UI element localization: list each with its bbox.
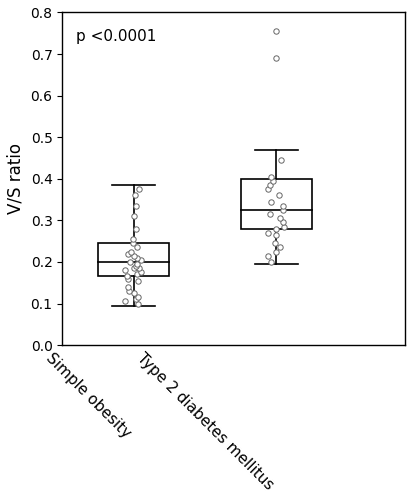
Point xyxy=(132,224,139,232)
Point xyxy=(126,287,132,295)
Point xyxy=(267,198,274,205)
Bar xyxy=(98,243,169,276)
Point xyxy=(267,172,274,180)
Point xyxy=(265,229,272,237)
Point xyxy=(122,298,129,306)
Point xyxy=(272,239,279,247)
Point xyxy=(273,27,280,35)
Point xyxy=(273,224,280,232)
Point xyxy=(133,270,140,278)
Point xyxy=(122,266,129,274)
Point xyxy=(273,231,279,239)
Point xyxy=(128,248,135,256)
Text: p <0.0001: p <0.0001 xyxy=(76,29,156,44)
Point xyxy=(131,252,138,260)
Point xyxy=(279,202,286,210)
Point xyxy=(276,192,282,200)
Point xyxy=(277,214,284,222)
Bar xyxy=(241,179,312,228)
Point xyxy=(273,54,280,62)
Point xyxy=(134,254,140,262)
Point xyxy=(277,244,283,252)
Point xyxy=(125,274,131,282)
Point xyxy=(136,264,142,272)
Point xyxy=(138,268,145,276)
Point xyxy=(135,294,141,302)
Point xyxy=(280,206,286,214)
Point xyxy=(131,264,137,272)
Point xyxy=(135,300,142,308)
Point xyxy=(129,235,136,243)
Point xyxy=(267,181,273,189)
Point xyxy=(135,276,141,284)
Point xyxy=(132,192,139,200)
Point xyxy=(281,222,287,230)
Point xyxy=(136,185,142,193)
Point xyxy=(265,185,272,193)
Point xyxy=(132,262,139,270)
Point xyxy=(265,252,272,260)
Point xyxy=(130,289,137,297)
Point xyxy=(127,258,133,266)
Point xyxy=(133,202,140,210)
Point xyxy=(138,256,144,264)
Point xyxy=(270,177,276,185)
Point xyxy=(124,250,131,258)
Point xyxy=(133,296,139,304)
Point xyxy=(131,212,137,220)
Point xyxy=(279,218,286,226)
Point xyxy=(273,248,279,256)
Y-axis label: V/S ratio: V/S ratio xyxy=(7,144,25,214)
Point xyxy=(125,283,132,291)
Point xyxy=(129,239,136,247)
Point xyxy=(134,260,141,268)
Point xyxy=(278,156,284,164)
Point xyxy=(267,210,273,218)
Point xyxy=(123,272,130,280)
Point xyxy=(268,258,274,266)
Point xyxy=(133,244,140,252)
